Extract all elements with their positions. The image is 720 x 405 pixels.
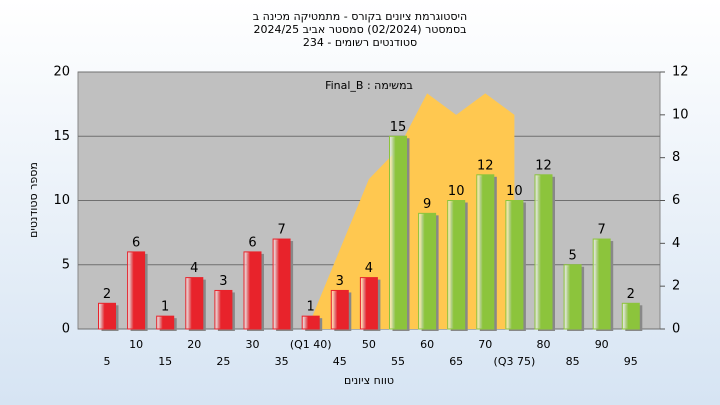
x-tick-label: 95 [624, 355, 638, 368]
y2-tick-label: 0 [672, 322, 680, 337]
title-line: בסמסטר (02/2024) סמסטר אביב 2024/25 [253, 23, 466, 36]
x-axis-label: טווח ציונים [344, 374, 394, 387]
data-label: 6 [248, 235, 256, 250]
bar [621, 302, 640, 330]
data-label: 2 [627, 287, 635, 302]
bar [389, 135, 407, 330]
x-tick-label: 35 [275, 355, 289, 368]
data-label: 12 [477, 158, 494, 173]
bar [156, 315, 175, 330]
x-tick-label: (Q3 75) [494, 355, 536, 368]
bar [359, 277, 378, 330]
x-tick-label: 15 [158, 355, 172, 368]
data-label: 3 [219, 274, 227, 289]
bar [243, 251, 262, 330]
x-tick-label: 30 [246, 338, 260, 351]
bar [185, 277, 204, 330]
bar [447, 200, 466, 330]
y-tick-label: 15 [53, 129, 70, 144]
x-tick-label: 60 [420, 338, 434, 351]
data-label: 7 [277, 223, 285, 238]
data-label: 15 [390, 120, 407, 135]
y2-tick-label: 8 [672, 150, 680, 165]
y-tick-label: 5 [62, 257, 70, 272]
y2-tick-label: 12 [672, 65, 689, 80]
bar [98, 302, 116, 330]
bar [301, 315, 320, 330]
bar [418, 212, 437, 330]
y-tick-label: 20 [53, 65, 70, 80]
data-label: 4 [365, 261, 373, 276]
data-label: 6 [132, 235, 140, 250]
data-label: 10 [506, 184, 523, 199]
x-tick-label: 85 [566, 355, 580, 368]
y2-tick-label: 4 [672, 236, 680, 251]
y-tick-label: 0 [62, 322, 70, 337]
y-axis-label: מספר סטודנטים [27, 162, 40, 238]
x-tick-label: 55 [391, 355, 405, 368]
data-label: 10 [448, 184, 465, 199]
y2-tick-label: 2 [672, 279, 680, 294]
x-tick-label: 80 [537, 338, 551, 351]
bar [330, 289, 349, 330]
bar [214, 289, 233, 330]
x-tick-label: 25 [216, 355, 230, 368]
data-label: 7 [598, 223, 606, 238]
data-label: 5 [568, 248, 576, 263]
x-tick-label: 45 [333, 355, 347, 368]
bar [534, 174, 553, 330]
data-label: 3 [336, 274, 344, 289]
data-label: 9 [423, 197, 431, 212]
bar [272, 238, 291, 330]
data-label: 2 [103, 287, 111, 302]
bar [476, 174, 495, 330]
title-line: היסטוגרמת ציונים בקורס - מתמטיקה מכינה ב [253, 10, 467, 23]
y2-tick-label: 6 [672, 193, 680, 208]
x-tick-label: 70 [478, 338, 492, 351]
data-label: 12 [535, 158, 552, 173]
data-label: 4 [190, 261, 198, 276]
annotation: Final_B : במשימה [325, 79, 413, 92]
x-tick-label: 90 [595, 338, 609, 351]
data-label: 1 [161, 300, 169, 315]
bar [505, 200, 524, 330]
data-label: 1 [307, 300, 315, 315]
x-tick-label: 5 [104, 355, 111, 368]
x-tick-label: 65 [449, 355, 463, 368]
bar [127, 251, 146, 330]
bar [592, 238, 611, 330]
x-tick-label: 50 [362, 338, 376, 351]
title-line: סטודנטים רשומים - 234 [303, 36, 417, 49]
bar [563, 264, 582, 330]
x-tick-label: 20 [187, 338, 201, 351]
y2-tick-label: 10 [672, 107, 689, 122]
y-tick-label: 10 [53, 193, 70, 208]
x-tick-label: 10 [129, 338, 143, 351]
x-tick-label: (Q1 40) [290, 338, 332, 351]
